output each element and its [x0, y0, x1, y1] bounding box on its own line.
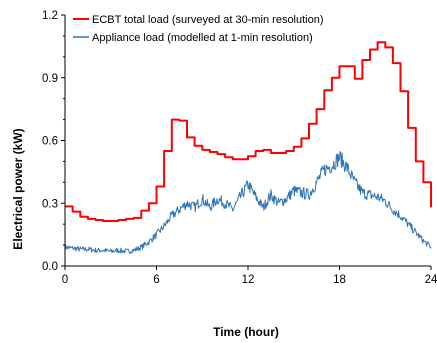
y-tick-label: 0.9	[42, 73, 58, 85]
x-axis-title: Time (hour)	[213, 325, 279, 339]
axes	[61, 14, 432, 270]
x-tick-label: 6	[153, 274, 159, 286]
legend-label-appliance-load: Appliance load (modelled at 1-min resolu…	[92, 32, 313, 44]
y-tick-label: 0.0	[42, 261, 58, 273]
y-axis-title: Electrical power (kW)	[11, 128, 25, 249]
y-tick-label: 0.6	[42, 136, 58, 148]
legend-label-total-load: ECBT total load (surveyed at 30-min reso…	[92, 14, 324, 26]
x-tick-label: 18	[333, 274, 346, 286]
x-tick-label: 0	[62, 274, 68, 286]
plot-area	[64, 41, 432, 254]
y-tick-label: 1.2	[42, 10, 58, 22]
x-tick-label: 24	[425, 274, 437, 286]
legend: ECBT total load (surveyed at 30-min reso…	[73, 14, 324, 44]
series-line-appliance-load	[64, 151, 432, 254]
y-tick-label: 0.3	[42, 198, 58, 210]
x-tick-label: 12	[242, 274, 255, 286]
series-line-total-load	[65, 41, 432, 222]
